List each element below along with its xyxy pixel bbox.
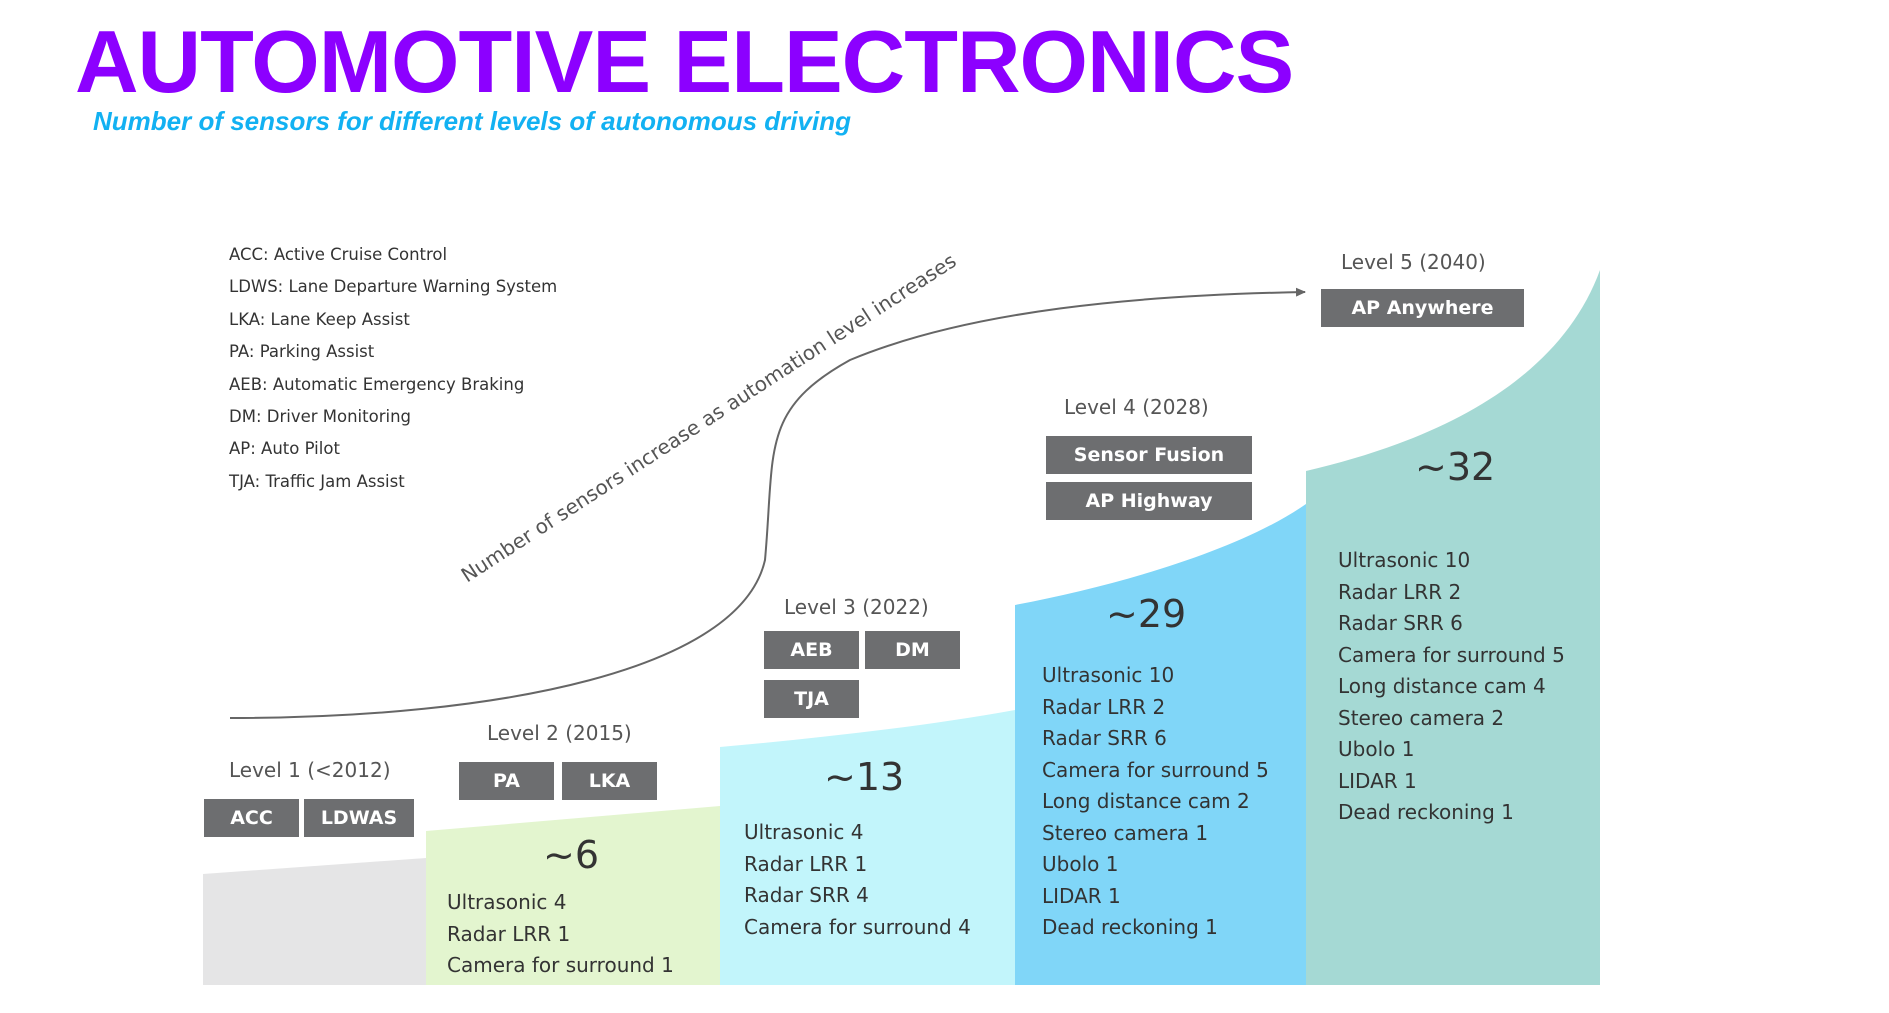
legend-item-tja: TJA: Traffic Jam Assist: [229, 472, 405, 491]
level3-label: Level 3 (2022): [784, 595, 929, 619]
level5-sensor-count: ~32: [1415, 445, 1496, 489]
sensor-item: LIDAR 1: [1042, 883, 1121, 908]
legend-item-ldws: LDWS: Lane Departure Warning System: [229, 277, 558, 296]
sensor-item: Camera for surround 5: [1338, 642, 1565, 667]
sensor-item: Radar LRR 2: [1042, 694, 1166, 719]
sensor-item: Dead reckoning 1: [1042, 915, 1218, 939]
trend-arrow: [229, 287, 1306, 719]
legend-item-lka: LKA: Lane Keep Assist: [229, 310, 410, 329]
sensor-item: Stereo camera 1: [1042, 820, 1209, 845]
level1-feature-acc: ACC: [204, 799, 299, 837]
sensor-item: Radar LRR 2: [1338, 579, 1462, 604]
level4-sensor-count: ~29: [1106, 592, 1187, 636]
level1-area: [203, 858, 426, 985]
level3-sensor-count: ~13: [824, 755, 905, 799]
level3-feature-tja: TJA: [764, 680, 859, 718]
level4-sensor-list: Ultrasonic 10 Radar LRR 2 Radar SRR 6 Ca…: [1042, 660, 1269, 944]
legend-item-acc: ACC: Active Cruise Control: [229, 245, 448, 264]
sensor-item: Camera for surround 5: [1042, 757, 1269, 782]
level4-area: [1015, 504, 1306, 985]
legend-item-dm: DM: Driver Monitoring: [229, 407, 411, 426]
sensor-item: Camera for surround 1: [447, 953, 674, 977]
level2-label: Level 2 (2015): [487, 721, 632, 745]
page-subtitle: Number of sensors for different levels o…: [93, 106, 851, 136]
legend-item-pa: PA: Parking Assist: [229, 342, 375, 361]
level1-label: Level 1 (<2012): [229, 758, 391, 782]
level5-feature-ap-anywhere: AP Anywhere: [1321, 289, 1524, 327]
sensor-item: Radar SRR 6: [1042, 726, 1167, 750]
sensor-item: Radar LRR 1: [447, 921, 571, 946]
sensor-item: Dead reckoning 1: [1338, 800, 1514, 824]
sensor-item: Ultrasonic 4: [447, 890, 567, 914]
sensor-item: Ultrasonic 10: [1042, 663, 1175, 687]
sensor-item: Ubolo 1: [1042, 852, 1119, 876]
level2-sensor-count: ~6: [543, 833, 600, 877]
level4-feature-sensor-fusion: Sensor Fusion: [1046, 436, 1252, 474]
level3-area: [720, 710, 1015, 985]
level1-feature-ldwas: LDWAS: [304, 799, 414, 837]
sensor-item: Ultrasonic 10: [1338, 548, 1471, 572]
sensor-item: Radar LRR 1: [744, 851, 868, 876]
level2-sensor-list: Ultrasonic 4 Radar LRR 1 Camera for surr…: [447, 887, 674, 982]
level3-sensor-list: Ultrasonic 4 Radar LRR 1 Radar SRR 4 Cam…: [744, 817, 971, 943]
level5-sensor-list: Ultrasonic 10 Radar LRR 2 Radar SRR 6 Ca…: [1338, 545, 1565, 829]
level5-label: Level 5 (2040): [1341, 250, 1486, 274]
trend-label: Number of sensors increase as automation…: [457, 248, 961, 587]
legend-item-aeb: AEB: Automatic Emergency Braking: [229, 375, 525, 394]
sensor-item: Ultrasonic 4: [744, 820, 864, 844]
sensor-item: Long distance cam 4: [1338, 674, 1546, 698]
level2-feature-pa: PA: [459, 762, 554, 800]
sensor-item: LIDAR 1: [1338, 768, 1417, 793]
level4-feature-ap-highway: AP Highway: [1046, 482, 1252, 520]
sensor-item: Long distance cam 2: [1042, 789, 1250, 813]
sensor-item: Ubolo 1: [1338, 737, 1415, 761]
level4-label: Level 4 (2028): [1064, 395, 1209, 419]
sensor-item: Stereo camera 2: [1338, 705, 1505, 730]
level2-feature-lka: LKA: [562, 762, 657, 800]
level2-area: [426, 806, 720, 985]
level3-feature-aeb: AEB: [764, 631, 859, 669]
page-title: AUTOMOTIVE ELECTRONICS: [75, 12, 1294, 111]
sensor-item: Camera for surround 4: [744, 914, 971, 939]
level5-area: [1306, 270, 1600, 985]
level3-feature-dm: DM: [865, 631, 960, 669]
legend-item-ap: AP: Auto Pilot: [229, 439, 340, 458]
sensor-item: Radar SRR 6: [1338, 611, 1463, 635]
sensor-item: Radar SRR 4: [744, 883, 869, 907]
